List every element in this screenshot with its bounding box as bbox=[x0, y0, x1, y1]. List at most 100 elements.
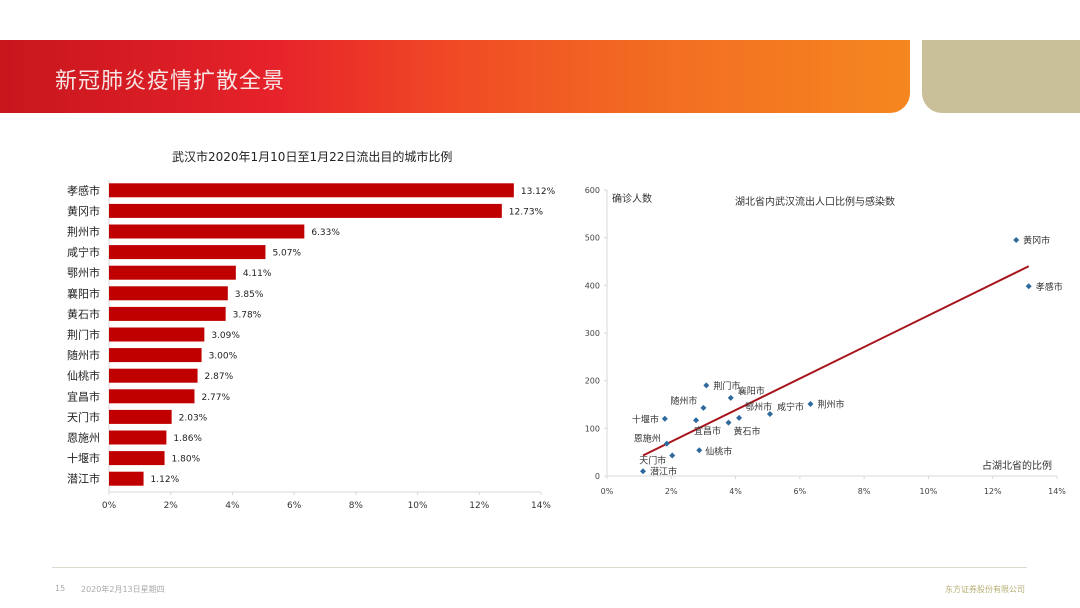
bar-5 bbox=[109, 286, 228, 301]
bar-4 bbox=[109, 265, 236, 280]
bar-category-label: 荆州市 bbox=[67, 225, 100, 239]
bar-x-tick-label: 8% bbox=[349, 501, 364, 510]
bar-category-label: 咸宁市 bbox=[67, 245, 100, 259]
scatter-y-tick-label: 100 bbox=[585, 424, 600, 433]
bar-value-label: 3.85% bbox=[235, 290, 264, 300]
bar-value-label: 1.86% bbox=[173, 434, 202, 444]
bar-x-tick-label: 4% bbox=[225, 501, 240, 510]
bar-value-label: 12.73% bbox=[509, 207, 544, 217]
scatter-point bbox=[663, 440, 670, 447]
footer-divider bbox=[52, 567, 1027, 568]
scatter-point bbox=[725, 419, 732, 426]
scatter-y-tick-label: 0 bbox=[595, 472, 600, 481]
scatter-point bbox=[727, 394, 734, 401]
bar-value-label: 4.11% bbox=[243, 269, 272, 279]
scatter-point-label: 宜昌市 bbox=[694, 425, 721, 437]
bar-category-label: 黄石市 bbox=[67, 307, 100, 321]
bar-x-tick-label: 0% bbox=[102, 501, 117, 510]
bar-value-label: 5.07% bbox=[272, 249, 301, 259]
bar-category-label: 随州市 bbox=[67, 348, 100, 362]
scatter-point-label: 仙桃市 bbox=[705, 445, 732, 457]
bar-10 bbox=[109, 389, 195, 404]
bar-8 bbox=[109, 348, 202, 363]
bar-value-label: 6.33% bbox=[311, 228, 340, 238]
bar-category-label: 宜昌市 bbox=[67, 389, 100, 403]
bar-category-label: 孝感市 bbox=[67, 183, 100, 197]
bar-category-label: 荆门市 bbox=[67, 328, 100, 342]
bar-x-tick-label: 6% bbox=[287, 501, 302, 510]
scatter-y-tick-label: 500 bbox=[585, 234, 600, 243]
bar-category-label: 仙桃市 bbox=[67, 369, 100, 383]
scatter-point bbox=[1025, 283, 1032, 290]
footer-company: 东方证券股份有限公司 bbox=[945, 585, 1025, 594]
bar-value-label: 3.09% bbox=[211, 331, 240, 341]
bar-9 bbox=[109, 368, 198, 383]
scatter-y-tick-label: 400 bbox=[585, 281, 600, 290]
scatter-y-tick-label: 300 bbox=[585, 329, 600, 338]
scatter-point-label: 十堰市 bbox=[632, 413, 659, 425]
scatter-point bbox=[669, 452, 676, 459]
scatter-point-label: 荆州市 bbox=[817, 399, 844, 411]
scatter-x-tick-label: 2% bbox=[665, 487, 678, 496]
bar-13 bbox=[109, 451, 165, 466]
bar-category-label: 潜江市 bbox=[67, 472, 100, 486]
scatter-x-tick-label: 8% bbox=[858, 487, 871, 496]
scatter-x-tick-label: 12% bbox=[984, 487, 1002, 496]
scatter-point-label: 鄂州市 bbox=[745, 401, 772, 413]
bar-category-label: 襄阳市 bbox=[67, 286, 100, 300]
page-title: 新冠肺炎疫情扩散全景 bbox=[55, 69, 286, 94]
bar-1 bbox=[109, 203, 502, 218]
bar-value-label: 3.00% bbox=[209, 352, 238, 362]
scatter-point-label: 黄冈市 bbox=[1023, 235, 1050, 247]
scatter-x-tick-label: 4% bbox=[729, 487, 742, 496]
scatter-point bbox=[661, 415, 668, 422]
bar-3 bbox=[109, 245, 266, 260]
scatter-y-tick-label: 200 bbox=[585, 377, 600, 386]
bar-value-label: 2.87% bbox=[205, 372, 234, 382]
scatter-point bbox=[1013, 237, 1020, 244]
scatter-x-tick-label: 14% bbox=[1048, 487, 1066, 496]
scatter-x-tick-label: 10% bbox=[920, 487, 938, 496]
bar-x-tick-label: 14% bbox=[531, 501, 551, 510]
scatter-chart: 0 100 200 300 400 500 600 0% 2% 4% 6% 8% 10% 12% 14% 确诊… bbox=[585, 186, 1067, 496]
bar-value-label: 1.12% bbox=[151, 475, 180, 485]
scatter-point bbox=[807, 401, 814, 408]
bar-0 bbox=[109, 183, 514, 198]
footer-date: 2020年2月13日星期四 bbox=[81, 585, 165, 594]
header-accent-block bbox=[922, 40, 1080, 113]
scatter-point bbox=[700, 404, 707, 411]
scatter-title: 湖北省内武汉流出人口比例与感染数 bbox=[735, 195, 895, 208]
scatter-x-tick-label: 6% bbox=[794, 487, 807, 496]
bar-7 bbox=[109, 327, 205, 342]
bar-value-label: 13.12% bbox=[521, 187, 556, 197]
scatter-point bbox=[640, 468, 646, 475]
scatter-point-label: 天门市 bbox=[639, 455, 666, 467]
scatter-point-label: 潜江市 bbox=[650, 466, 677, 478]
scatter-point bbox=[703, 382, 710, 389]
bar-11 bbox=[109, 409, 172, 424]
bar-14 bbox=[109, 471, 144, 486]
scatter-point-label: 荆门市 bbox=[713, 380, 740, 392]
bar-value-label: 2.03% bbox=[179, 413, 208, 423]
header-banner: 新冠肺炎疫情扩散全景 bbox=[0, 40, 910, 113]
scatter-point-label: 咸宁市 bbox=[777, 401, 804, 413]
scatter-point bbox=[766, 411, 773, 418]
bar-6 bbox=[109, 306, 226, 321]
scatter-point-label: 襄阳市 bbox=[738, 385, 765, 397]
bar-category-label: 天门市 bbox=[67, 410, 100, 424]
scatter-x-axis-label: 占湖北省的比例 bbox=[982, 459, 1052, 472]
bar-category-label: 十堰市 bbox=[67, 451, 100, 465]
trendline bbox=[642, 265, 1030, 457]
bar-chart: 孝感市 13.12% 黄冈市 12.73% 荆州市 6.33% 咸宁市 5.07% 鄂州市 4.1… bbox=[67, 180, 556, 510]
scatter-point bbox=[696, 447, 703, 454]
scatter-x-tick-label: 0% bbox=[601, 487, 614, 496]
bar-x-tick-label: 10% bbox=[408, 501, 428, 510]
page-number: 15 bbox=[55, 584, 66, 593]
bar-12 bbox=[109, 430, 167, 445]
bar-value-label: 3.78% bbox=[233, 310, 262, 320]
bar-x-tick-label: 12% bbox=[469, 501, 489, 510]
scatter-y-tick-label: 600 bbox=[585, 186, 600, 195]
scatter-point bbox=[693, 417, 700, 424]
scatter-point-label: 黄石市 bbox=[734, 426, 761, 438]
bar-x-tick-label: 2% bbox=[164, 501, 179, 510]
